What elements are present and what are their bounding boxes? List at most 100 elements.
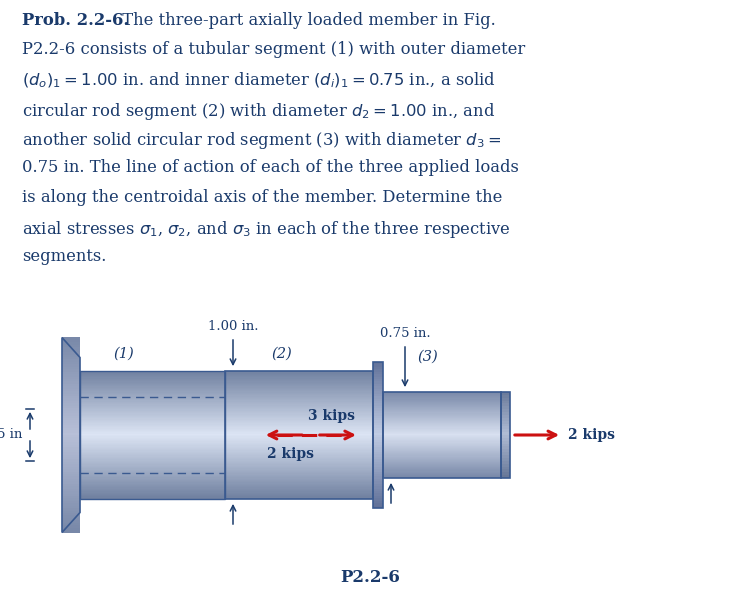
Bar	[80, 487, 225, 489]
Bar	[373, 485, 383, 488]
Bar	[225, 419, 373, 421]
Text: (1): (1)	[113, 347, 134, 361]
Bar	[80, 474, 225, 476]
Bar	[225, 395, 373, 397]
Bar	[62, 527, 80, 530]
Bar	[62, 398, 80, 401]
Bar	[373, 400, 383, 403]
Bar	[225, 405, 373, 407]
Bar	[383, 448, 501, 450]
Bar	[80, 468, 225, 470]
Bar	[80, 372, 225, 374]
Bar	[80, 391, 225, 393]
Bar	[80, 371, 225, 499]
Bar	[383, 460, 501, 462]
Bar	[225, 403, 373, 404]
Bar	[383, 470, 501, 472]
Bar	[373, 430, 383, 433]
Bar	[383, 402, 501, 404]
Bar	[225, 388, 373, 390]
Bar	[383, 413, 501, 415]
Bar	[80, 394, 225, 395]
Bar	[501, 455, 510, 458]
Bar	[62, 471, 80, 474]
Bar	[373, 496, 383, 498]
Bar	[80, 376, 225, 377]
Bar	[62, 383, 80, 386]
Bar	[62, 493, 80, 496]
Bar	[383, 431, 501, 433]
Bar	[383, 438, 501, 439]
Bar	[501, 452, 510, 455]
Bar	[225, 491, 373, 493]
Bar	[62, 388, 80, 391]
Text: 0.75 in: 0.75 in	[0, 428, 22, 442]
Bar	[383, 473, 501, 475]
Bar	[80, 436, 225, 437]
Bar	[501, 443, 510, 446]
Bar	[80, 409, 225, 410]
Bar	[225, 390, 373, 391]
Bar	[373, 466, 383, 469]
Bar	[62, 473, 80, 476]
Bar	[62, 434, 80, 437]
Bar	[383, 463, 501, 464]
Bar	[62, 454, 80, 457]
Bar	[80, 458, 225, 460]
Bar	[62, 488, 80, 491]
Bar	[373, 442, 383, 445]
Bar	[80, 486, 225, 487]
Bar	[62, 427, 80, 430]
Bar	[225, 493, 373, 495]
Bar	[383, 466, 501, 467]
Bar	[373, 464, 383, 467]
Bar	[225, 449, 373, 451]
Bar	[62, 366, 80, 369]
Bar	[373, 415, 383, 418]
Bar	[225, 468, 373, 470]
Bar	[225, 439, 373, 440]
Bar	[80, 422, 225, 424]
Bar	[383, 409, 501, 410]
Bar	[383, 424, 501, 425]
Bar	[80, 455, 225, 457]
Bar	[501, 431, 510, 435]
Bar	[225, 377, 373, 379]
Bar	[501, 418, 510, 421]
Bar	[80, 464, 225, 466]
Bar	[225, 432, 373, 434]
Bar	[80, 442, 225, 444]
Bar	[62, 500, 80, 503]
Bar	[501, 392, 510, 478]
Bar	[501, 412, 510, 415]
Bar	[383, 464, 501, 465]
Bar	[383, 437, 501, 438]
Bar	[373, 459, 383, 462]
Bar	[80, 430, 225, 431]
Bar	[225, 425, 373, 427]
Bar	[373, 457, 383, 460]
Bar	[225, 424, 373, 426]
Bar	[80, 479, 225, 481]
Bar	[501, 397, 510, 401]
Bar	[373, 449, 383, 452]
Bar	[383, 457, 501, 458]
Bar	[383, 397, 501, 398]
Bar	[373, 446, 383, 449]
Bar	[62, 449, 80, 452]
Bar	[373, 386, 383, 389]
Bar	[383, 412, 501, 413]
Bar	[80, 407, 225, 409]
Bar	[501, 394, 510, 398]
Bar	[383, 411, 501, 412]
Bar	[373, 371, 383, 374]
Bar	[373, 493, 383, 496]
Bar	[80, 401, 225, 403]
Bar	[80, 441, 225, 443]
Bar	[80, 410, 225, 412]
Bar	[383, 455, 501, 457]
Bar	[80, 403, 225, 404]
Text: $(d_o)_1 = 1.00$ in. and inner diameter $(d_i)_1 = 0.75$ in., a solid: $(d_o)_1 = 1.00$ in. and inner diameter …	[22, 71, 496, 91]
Bar	[225, 452, 373, 454]
Bar	[80, 398, 225, 400]
